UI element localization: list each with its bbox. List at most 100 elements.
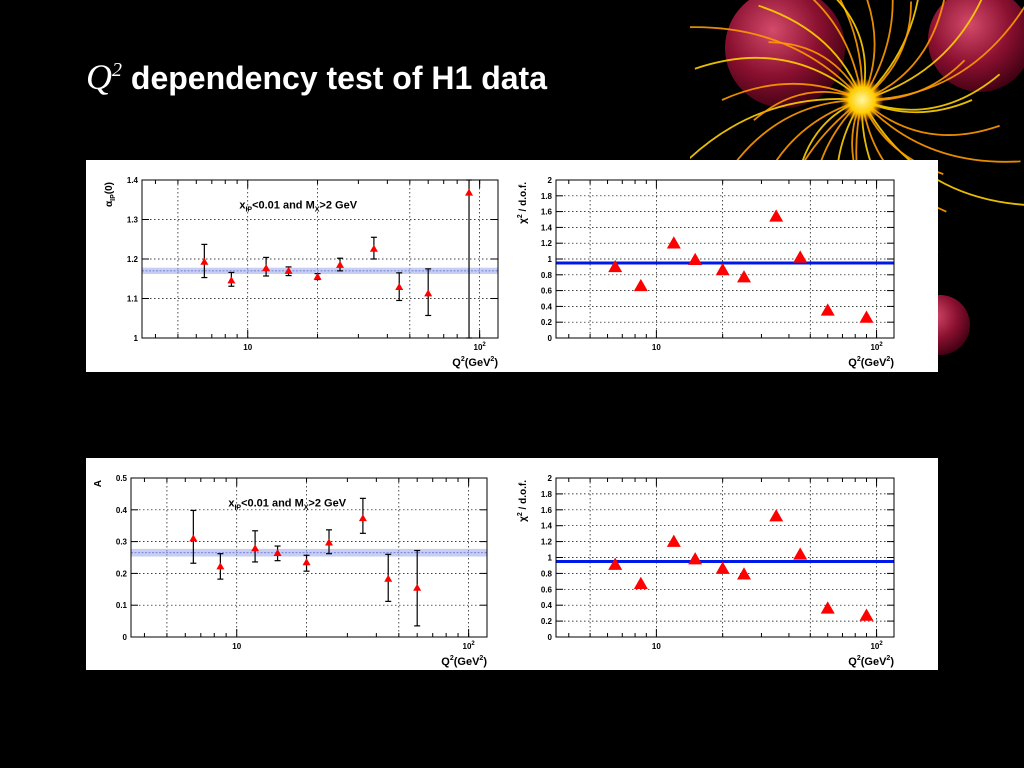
data-point-marker (189, 534, 198, 542)
data-points (189, 497, 422, 627)
data-point-marker (302, 558, 311, 566)
data-point-marker (369, 244, 378, 252)
chart-panel-bottom-right: 0 0.2 0.4 0.6 0.8 1 1.2 1.4 1.6 1.8 2 10 102 Q2(GeV2)… (505, 458, 938, 670)
title-text: dependency test of H1 data (130, 60, 547, 96)
x-tick-label: 10 (652, 642, 661, 651)
decor-ball-large (725, 0, 845, 108)
y-tick-label: 0.4 (116, 506, 128, 515)
data-points (200, 179, 474, 339)
annotation-cut: xIP<0.01 and MX>2 GeV (239, 199, 357, 213)
decor-ray (839, 0, 864, 101)
data-point-marker (284, 266, 293, 274)
decor-ray (694, 56, 863, 101)
data-point-marker (769, 209, 784, 222)
x-tick-label: 102 (463, 641, 476, 651)
y-tick-label: 2 (548, 176, 553, 185)
decor-ray (812, 0, 863, 101)
data-point-marker (262, 264, 271, 272)
data-point-marker (633, 576, 648, 589)
y-tick-label: 0.8 (541, 271, 553, 280)
decor-ball-right (928, 0, 1024, 92)
data-point-marker (666, 236, 681, 249)
x-axis-label: Q2(GeV2) (848, 356, 894, 369)
data-point-marker (413, 583, 422, 591)
data-point-marker (633, 278, 648, 292)
y-tick-label: 1.4 (127, 176, 139, 185)
x-tick-label: 10 (652, 343, 661, 352)
data-point-marker (251, 544, 260, 552)
y-tick-label: 0 (548, 334, 553, 343)
data-point-marker (859, 608, 874, 621)
y-tick-label: 0.3 (116, 538, 128, 547)
fit-band (142, 267, 498, 275)
y-tick-label: 1.4 (541, 522, 553, 531)
panel-background (86, 160, 505, 372)
decor-ray (861, 0, 919, 101)
data-point-marker (688, 552, 703, 565)
data-point-marker (688, 252, 703, 266)
data-point-marker (608, 557, 623, 570)
data-point-marker (737, 270, 752, 283)
data-point-marker (227, 276, 236, 284)
y-tick-label: 1.8 (541, 192, 553, 201)
data-point-marker (384, 574, 393, 582)
y-tick-label: 0 (123, 633, 128, 642)
data-point-marker (465, 188, 474, 196)
x-tick-label: 102 (474, 342, 487, 352)
data-point-marker (424, 289, 433, 297)
data-point-marker (737, 567, 752, 580)
data-point-marker (715, 263, 730, 276)
data-point-marker (273, 549, 282, 557)
title-q-superscript: 2 (112, 59, 122, 81)
y-tick-label: 1.2 (541, 239, 553, 248)
data-point-marker (715, 561, 730, 574)
y-tick-label: 0.2 (541, 617, 553, 626)
data-point-marker (216, 562, 225, 570)
y-tick-label: 2 (548, 474, 553, 483)
decor-ray (861, 0, 894, 101)
y-tick-label: 0 (548, 633, 553, 642)
data-point-marker (200, 257, 209, 265)
x-tick-label: 10 (243, 343, 252, 352)
x-tick-label: 102 (870, 342, 883, 352)
x-tick-label: 10 (232, 642, 241, 651)
y-tick-label: 0.6 (541, 585, 553, 594)
y-axis-label: αIP(0) (104, 182, 117, 207)
y-axis-label: A (93, 480, 104, 487)
data-point-marker (793, 250, 808, 263)
data-point-marker (820, 601, 835, 614)
data-point-marker (336, 260, 345, 268)
data-point-marker (608, 259, 623, 273)
y-tick-label: 1 (548, 255, 553, 264)
data-point-marker (395, 283, 404, 291)
decor-ray (690, 98, 863, 160)
decor-ray (861, 6, 1024, 101)
y-tick-label: 0.1 (116, 601, 128, 610)
chart-panel-top-left: 1 1.1 1.2 1.3 1.4 10 102 Q2(GeV2) αIP(0) xIP<0.01… (86, 160, 505, 372)
title-q-symbol: Q2 (86, 57, 122, 97)
y-tick-label: 1.6 (541, 208, 553, 217)
y-tick-label: 1.2 (541, 538, 553, 547)
plot-frame (130, 477, 488, 638)
y-tick-label: 1.3 (127, 216, 139, 225)
data-point-marker (859, 310, 874, 323)
data-point-marker (820, 303, 835, 316)
x-tick-label: 102 (870, 641, 883, 651)
data-point-marker (793, 547, 808, 560)
y-tick-label: 0.2 (541, 318, 553, 327)
y-tick-label: 1.1 (127, 295, 139, 304)
panel-background (86, 458, 505, 670)
data-point-marker (358, 514, 367, 522)
x-axis-label: Q2(GeV2) (441, 655, 487, 668)
y-axis-label: χ2 / d.o.f. (517, 480, 529, 522)
y-tick-label: 1.2 (127, 255, 139, 264)
y-tick-label: 0.2 (116, 569, 128, 578)
data-point-marker (769, 509, 784, 522)
y-tick-label: 0.8 (541, 569, 553, 578)
decor-core (840, 78, 884, 122)
y-tick-label: 1 (548, 554, 553, 563)
data-point-marker (666, 534, 681, 547)
y-tick-label: 1.8 (541, 490, 553, 499)
fit-band (131, 548, 487, 557)
